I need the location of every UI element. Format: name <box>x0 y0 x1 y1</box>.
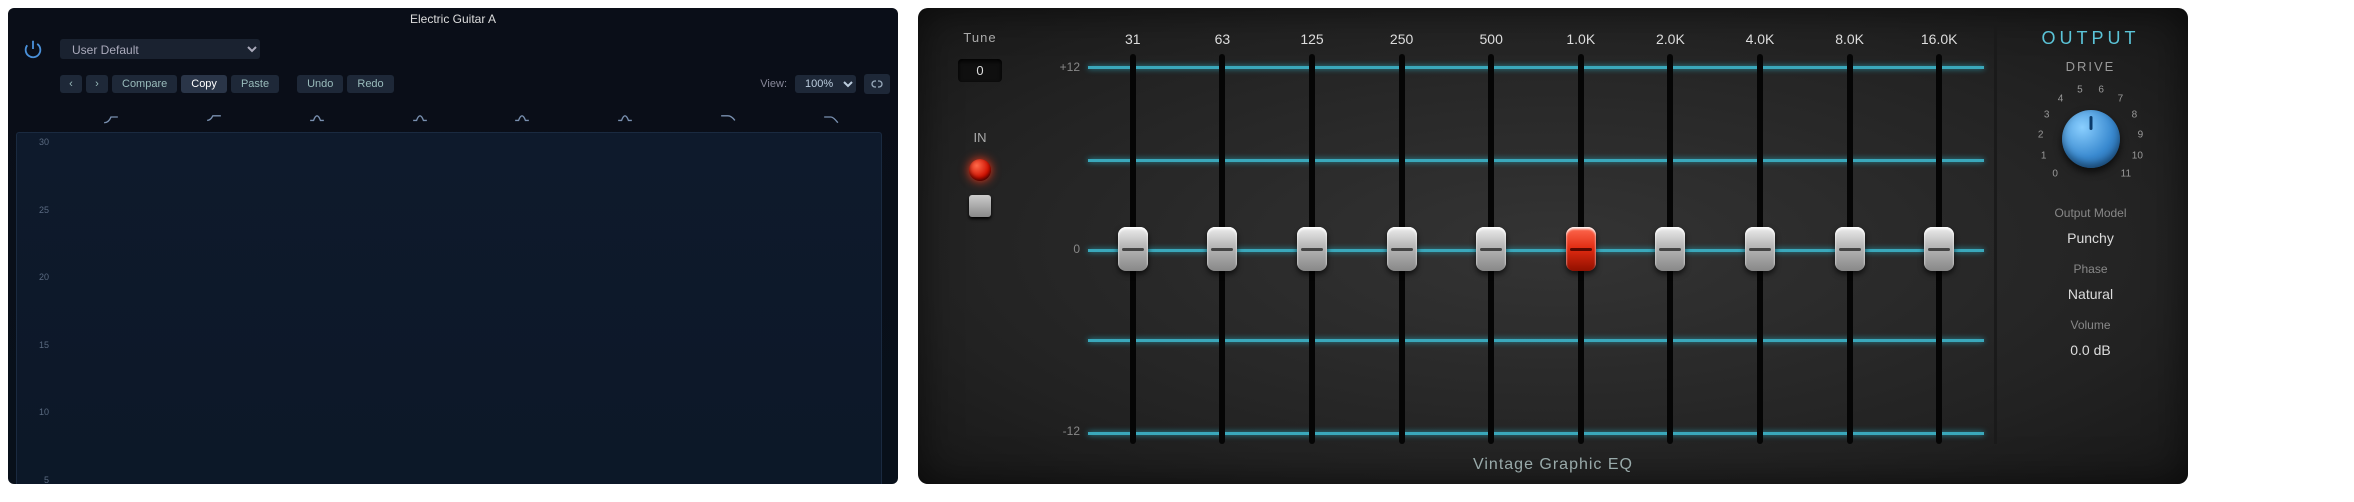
in-label: IN <box>974 130 987 145</box>
phase-label: Phase <box>2073 262 2107 276</box>
vintage-title: Vintage Graphic EQ <box>918 450 2188 484</box>
eq-slider[interactable] <box>1446 54 1536 444</box>
prev-button[interactable]: ‹ <box>60 75 82 93</box>
drive-scale-tick: 9 <box>2138 130 2144 141</box>
freq-label: 1.0K <box>1536 31 1626 47</box>
vintage-eq-panel: Tune 0 IN 31631252505001.0K2.0K4.0K8.0K1… <box>918 8 2188 484</box>
power-button[interactable] <box>16 32 50 66</box>
freq-label: 125 <box>1267 31 1357 47</box>
undo-button[interactable]: Undo <box>297 75 343 93</box>
freq-label: 31 <box>1088 31 1178 47</box>
eq-slider[interactable] <box>1357 54 1447 444</box>
band-type-bell-icon[interactable] <box>266 106 369 128</box>
side-chain-button[interactable] <box>864 74 890 94</box>
volume-label: Volume <box>2070 318 2110 332</box>
output-title: OUTPUT <box>2042 28 2140 49</box>
drive-scale-tick: 4 <box>2058 93 2064 104</box>
preset-select[interactable]: User Default <box>60 39 260 59</box>
output-model-label: Output Model <box>2054 206 2126 220</box>
instrument-name: Electric Guitar A <box>16 12 890 26</box>
sliders-section: 31631252505001.0K2.0K4.0K8.0K16.0K +120-… <box>1028 24 1994 444</box>
tune-label: Tune <box>963 30 996 45</box>
drive-scale-tick: 6 <box>2098 85 2104 96</box>
tune-column: Tune 0 IN <box>932 24 1028 444</box>
band-type-row <box>8 100 898 130</box>
drive-scale-tick: 1 <box>2041 151 2047 162</box>
channel-eq-panel: Electric Guitar A User Default ‹ › Compa… <box>8 8 898 484</box>
freq-label: 250 <box>1357 31 1447 47</box>
freq-label: 2.0K <box>1626 31 1716 47</box>
paste-button[interactable]: Paste <box>231 75 279 93</box>
drive-scale-tick: 8 <box>2132 110 2138 121</box>
drive-scale-tick: 7 <box>2118 93 2124 104</box>
drive-knob[interactable]: 01 234 5 6 789 1011 <box>2026 84 2156 194</box>
eq-slider[interactable] <box>1894 54 1984 444</box>
copy-button[interactable]: Copy <box>181 75 227 93</box>
freq-label: 8.0K <box>1805 31 1895 47</box>
link-icon <box>869 78 885 90</box>
freq-label: 63 <box>1178 31 1268 47</box>
output-section: OUTPUT DRIVE 01 234 5 6 789 1011 Output Model… <box>1994 24 2174 444</box>
compare-button[interactable]: Compare <box>112 75 177 93</box>
view-label: View: <box>760 78 787 90</box>
eq-slider[interactable] <box>1178 54 1268 444</box>
next-button[interactable]: › <box>86 75 108 93</box>
eq-slider[interactable] <box>1715 54 1805 444</box>
freq-label: 500 <box>1446 31 1536 47</box>
eq-slider[interactable] <box>1805 54 1895 444</box>
band-type-highshelf-icon[interactable] <box>677 106 780 128</box>
volume-value[interactable]: 0.0 dB <box>2070 342 2110 358</box>
band-type-bell-icon[interactable] <box>368 106 471 128</box>
band-type-hpf-icon[interactable] <box>60 106 163 128</box>
eq-slider[interactable] <box>1088 54 1178 444</box>
eq-slider[interactable] <box>1267 54 1357 444</box>
eq-graph[interactable]: 30252015105051015202530 2030405080100200… <box>16 132 882 484</box>
freq-label: 4.0K <box>1715 31 1805 47</box>
eq-slider[interactable] <box>1536 54 1626 444</box>
band-type-bell-icon[interactable] <box>471 106 574 128</box>
drive-scale-tick: 5 <box>2077 85 2083 96</box>
tune-value[interactable]: 0 <box>958 59 1001 82</box>
drive-scale-tick: 3 <box>2044 110 2050 121</box>
band-type-lowshelf-icon[interactable] <box>163 106 266 128</box>
freq-label: 16.0K <box>1894 31 1984 47</box>
drive-scale-tick: 11 <box>2121 169 2131 180</box>
band-type-bell-icon[interactable] <box>574 106 677 128</box>
eq-slider[interactable] <box>1626 54 1716 444</box>
zoom-select[interactable]: 100% <box>795 75 856 93</box>
drive-scale-tick: 2 <box>2038 130 2044 141</box>
drive-label: DRIVE <box>2066 59 2116 74</box>
drive-scale-tick: 0 <box>2052 169 2058 180</box>
in-led[interactable] <box>969 159 991 181</box>
drive-scale-tick: 10 <box>2132 151 2143 162</box>
in-bypass-button[interactable] <box>969 195 991 217</box>
redo-button[interactable]: Redo <box>347 75 393 93</box>
output-model-value[interactable]: Punchy <box>2067 230 2114 246</box>
y-axis: 30252015105051015202530 <box>17 133 53 484</box>
power-icon <box>22 38 44 60</box>
phase-value[interactable]: Natural <box>2068 286 2113 302</box>
band-type-lpf-icon[interactable] <box>779 106 882 128</box>
